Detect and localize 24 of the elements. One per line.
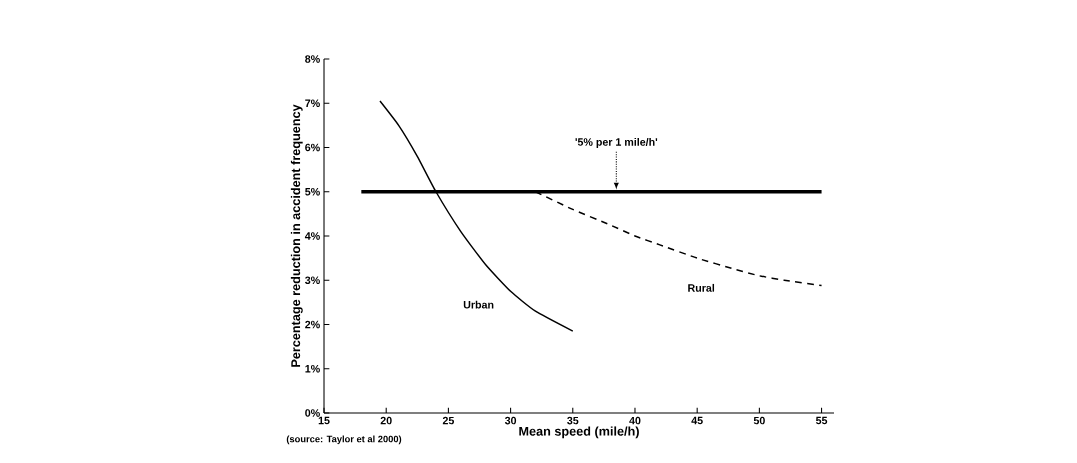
y-tick-label: 4% (304, 232, 320, 240)
y-tick-label: 1% (305, 364, 320, 373)
y-tick-label: 2% (305, 320, 320, 329)
y-tick-label: 7% (305, 99, 320, 107)
x-tick-label: 55 (815, 416, 828, 425)
x-tick-label: 15 (318, 416, 330, 425)
y-tick-label: 0% (305, 409, 320, 417)
x-tick-label: 40 (629, 416, 641, 425)
x-tick-label: 50 (753, 416, 765, 425)
series-label: Rural (688, 283, 715, 292)
text: (source: Taylor et al 2000) (286, 435, 402, 445)
y-tick-label: 8% (305, 55, 320, 63)
y-tick-label: 3% (305, 276, 320, 285)
y-tick-label: 6% (305, 143, 320, 152)
x-tick-label: 25 (442, 416, 455, 425)
series-label: Urban (463, 300, 494, 309)
x-axis-title: Mean speed (mile/h) (519, 426, 639, 439)
x-tick-label: 45 (691, 416, 703, 425)
x-tick-label: 20 (380, 416, 392, 425)
y-axis-title: Percentage reduction in accident frequency (290, 104, 303, 367)
x-tick-label: 30 (504, 416, 517, 425)
y-tick-label: 5% (305, 187, 320, 196)
annotation: '5% per 1 mile/h' (575, 137, 658, 148)
x-tick-label: 35 (567, 416, 579, 425)
